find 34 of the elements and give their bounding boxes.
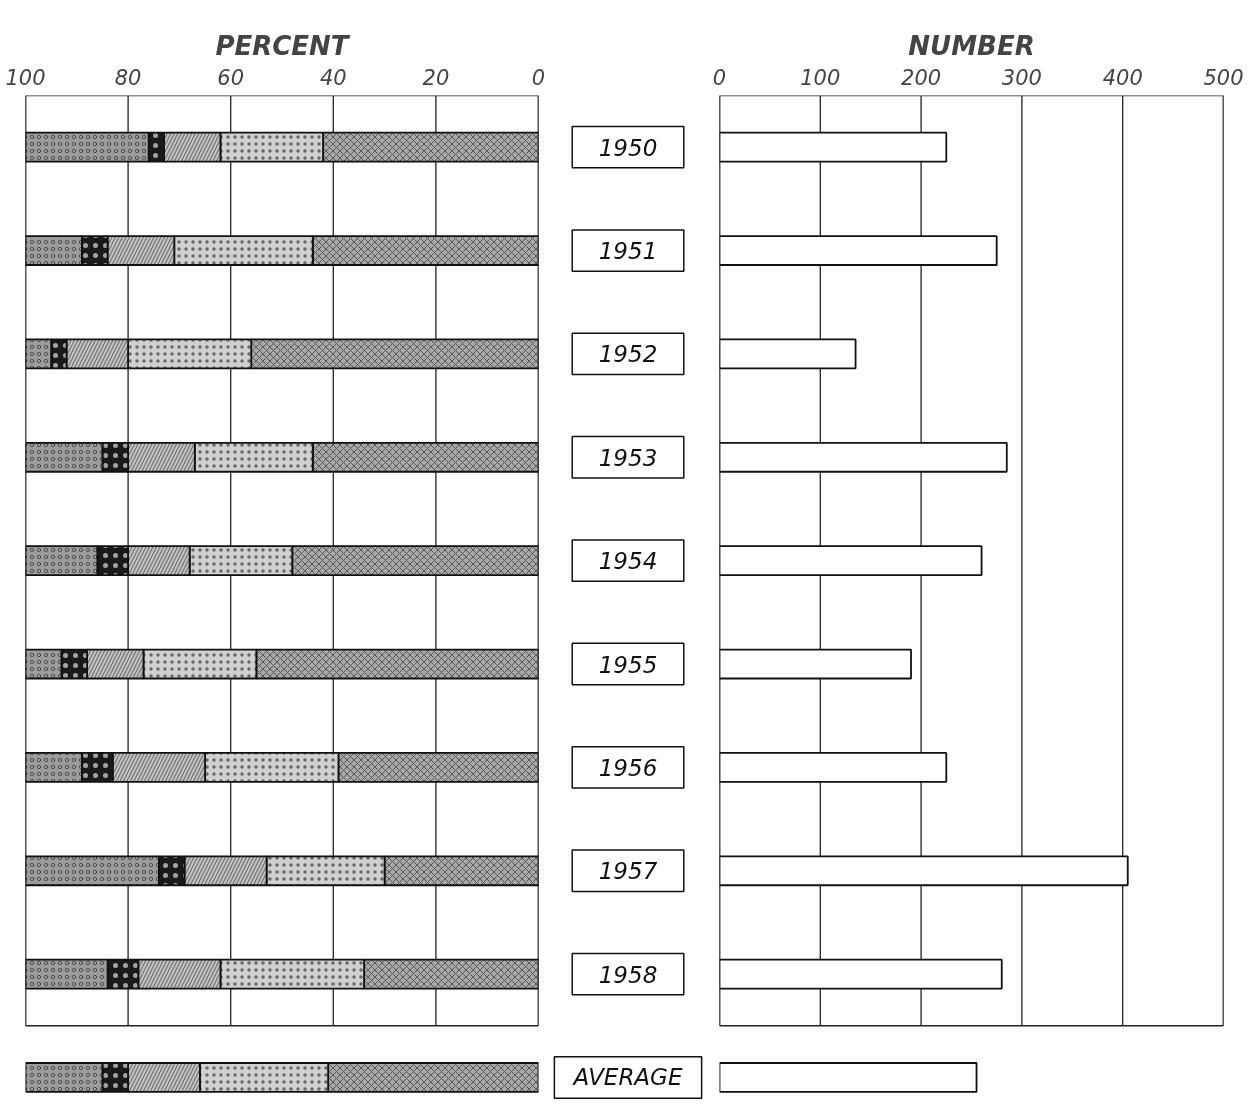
bar <box>719 338 857 370</box>
y-tick-label: 1957 <box>598 858 658 885</box>
chart-title: PERCENT <box>215 30 351 61</box>
bar <box>719 131 948 163</box>
x-tick-label: 100 <box>5 65 46 90</box>
y-tick-label: 1958 <box>598 961 658 988</box>
y-tick-label: 1950 <box>598 134 658 161</box>
x-tick-label: 300 <box>1001 65 1042 90</box>
x-tick-label: 200 <box>901 65 942 90</box>
y-tick-label: 1953 <box>598 444 658 471</box>
bar <box>719 648 912 680</box>
x-tick-label: 40 <box>319 65 347 90</box>
x-tick-label: 0 <box>712 65 727 90</box>
y-tick-label: AVERAGE <box>571 1064 683 1091</box>
bar <box>719 441 1008 473</box>
x-tick-label: 0 <box>531 65 546 90</box>
y-tick-label: 1956 <box>598 754 658 781</box>
x-tick-label: 400 <box>1102 65 1143 90</box>
x-tick-label: 20 <box>422 65 450 90</box>
x-tick-label: 100 <box>800 65 841 90</box>
bar <box>719 545 983 577</box>
y-tick-label: 1952 <box>598 341 658 368</box>
bar <box>719 855 1129 887</box>
y-tick-label: 1954 <box>598 548 658 575</box>
y-tick-label: 1955 <box>598 651 658 678</box>
x-tick-label: 500 <box>1203 65 1244 90</box>
chart-title: NUMBER <box>908 30 1035 61</box>
x-tick-label: 60 <box>217 65 245 90</box>
bar <box>719 958 1003 990</box>
x-tick-label: 80 <box>114 65 142 90</box>
bar <box>719 752 948 783</box>
y-tick-label: 1951 <box>598 238 658 265</box>
bar <box>719 1062 978 1093</box>
bar <box>719 235 998 266</box>
